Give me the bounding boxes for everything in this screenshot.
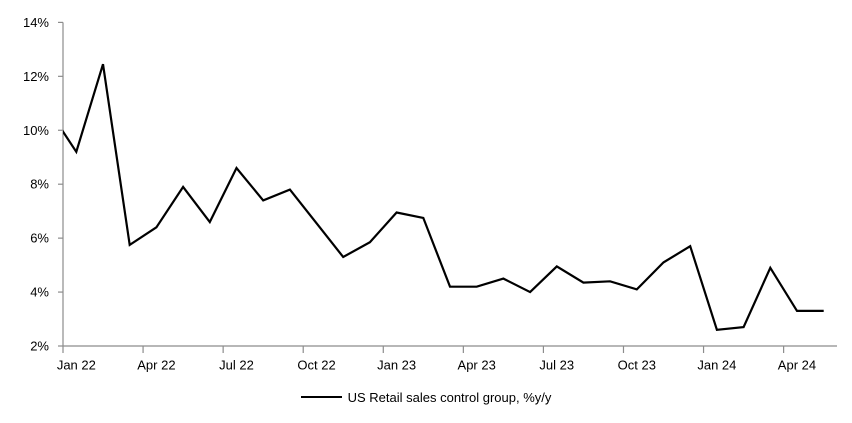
y-tick-label: 6% <box>30 231 49 246</box>
x-tick-label: Apr 24 <box>778 358 816 373</box>
x-tick-label: Oct 22 <box>297 358 335 373</box>
x-tick-label: Apr 22 <box>137 358 175 373</box>
y-tick-label: 10% <box>23 123 49 138</box>
y-tick-label: 12% <box>23 69 49 84</box>
x-tick-label: Apr 23 <box>458 358 496 373</box>
x-axis: Jan 22 Apr 22 Jul 22 Oct 22 Jan 23 Apr 23 Jul … <box>57 345 837 373</box>
y-tick-label: 4% <box>30 285 49 300</box>
legend-line-swatch <box>300 396 342 398</box>
x-tick-label: Jan 22 <box>57 358 96 373</box>
x-tick-label: Jan 23 <box>377 358 416 373</box>
x-tick-label: Jul 23 <box>539 358 574 373</box>
series-line-retail-control-group <box>63 63 824 331</box>
x-tick-label: Oct 23 <box>618 358 656 373</box>
x-tick-label: Jan 24 <box>697 358 736 373</box>
legend: US Retail sales control group, %y/y <box>0 388 852 406</box>
x-tick-label: Jul 22 <box>219 358 254 373</box>
legend-label: US Retail sales control group, %y/y <box>347 389 552 405</box>
y-tick-label: 14% <box>23 15 49 30</box>
y-axis: 2% 4% 6% 8% 10% 12% 14% <box>23 15 64 354</box>
y-tick-label: 8% <box>30 177 49 192</box>
y-tick-label: 2% <box>30 339 49 354</box>
